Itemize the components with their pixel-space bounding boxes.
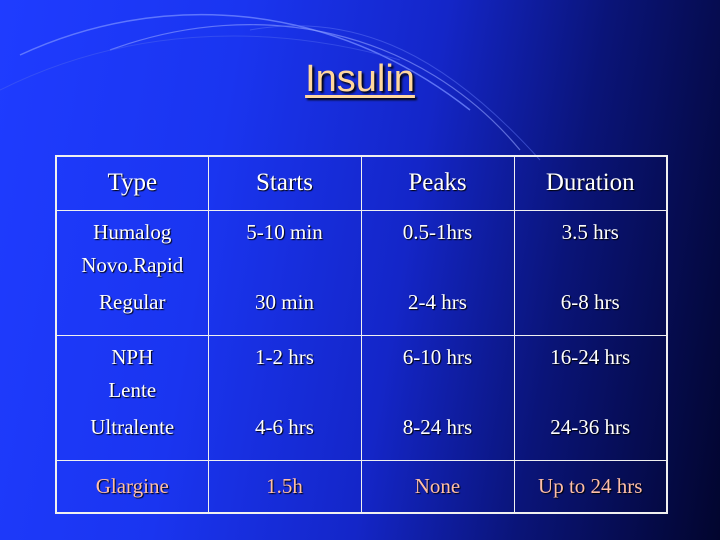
cell-type: Humalog Novo.Rapid Regular — [55, 209, 209, 336]
cell-line: 8-24 hrs — [402, 414, 473, 439]
cell-line: Regular — [99, 289, 166, 314]
cell-line: 3.5 hrs — [561, 219, 619, 244]
cell-line: 1-2 hrs — [255, 344, 314, 369]
cell-line — [209, 374, 361, 407]
cell-starts: 1-2 hrs 4-6 hrs — [207, 334, 362, 461]
cell-type: Glargine — [55, 459, 209, 514]
cell-line: 6-10 hrs — [402, 344, 473, 369]
cell-duration: Up to 24 hrs — [513, 459, 668, 514]
insulin-table: Type Starts Peaks Duration Humalog Novo.… — [55, 155, 668, 514]
cell-line: NPH — [111, 344, 154, 369]
table-header-row: Type Starts Peaks Duration — [55, 155, 668, 211]
cell-line — [515, 374, 667, 407]
cell-line: Novo.Rapid — [81, 252, 184, 277]
cell-line: 4-6 hrs — [255, 414, 314, 439]
cell-line: 16-24 hrs — [550, 344, 631, 369]
cell-line: Lente — [108, 377, 157, 402]
header-duration: Duration — [513, 155, 668, 211]
cell-line — [209, 249, 361, 282]
cell-line: Humalog — [93, 219, 172, 244]
cell-line — [515, 249, 667, 282]
cell-line: 24-36 hrs — [550, 414, 631, 439]
cell-duration: 16-24 hrs 24-36 hrs — [513, 334, 668, 461]
cell-line: 30 min — [255, 289, 314, 314]
table-row: Glargine 1.5h None Up to 24 hrs — [55, 459, 668, 514]
cell-duration: 3.5 hrs 6-8 hrs — [513, 209, 668, 336]
table-row: NPH Lente Ultralente 1-2 hrs 4-6 hrs 6-1… — [55, 334, 668, 461]
cell-line: 2-4 hrs — [408, 289, 467, 314]
cell-line: 6-8 hrs — [560, 289, 620, 314]
cell-line: Ultralente — [90, 414, 175, 439]
cell-line: 0.5-1hrs — [402, 219, 473, 244]
header-type: Type — [55, 155, 209, 211]
header-peaks: Peaks — [360, 155, 515, 211]
cell-starts: 1.5h — [207, 459, 362, 514]
cell-type: NPH Lente Ultralente — [55, 334, 209, 461]
cell-peaks: 6-10 hrs 8-24 hrs — [360, 334, 515, 461]
cell-line — [362, 249, 514, 282]
header-starts: Starts — [207, 155, 362, 211]
table-row: Humalog Novo.Rapid Regular 5-10 min 30 m… — [55, 209, 668, 336]
cell-line — [362, 374, 514, 407]
cell-line: 5-10 min — [246, 219, 323, 244]
cell-peaks: None — [360, 459, 515, 514]
slide-title: Insulin — [305, 58, 415, 100]
cell-starts: 5-10 min 30 min — [207, 209, 362, 336]
cell-peaks: 0.5-1hrs 2-4 hrs — [360, 209, 515, 336]
